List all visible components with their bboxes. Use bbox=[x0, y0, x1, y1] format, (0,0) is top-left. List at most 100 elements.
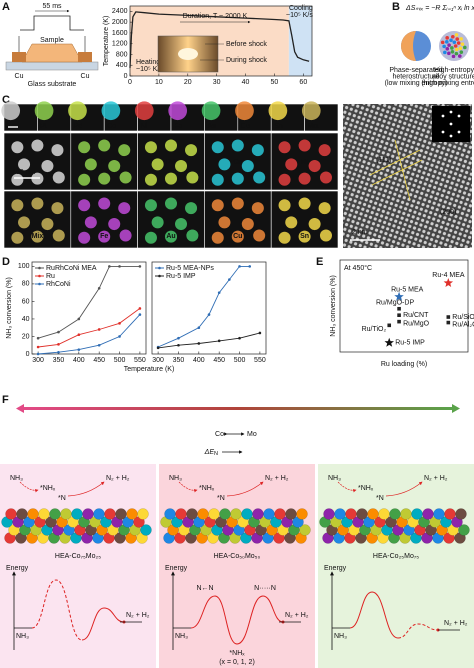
atom bbox=[450, 49, 455, 54]
y-tick-label: 60 bbox=[22, 298, 30, 305]
particle bbox=[84, 158, 97, 171]
energy-path bbox=[236, 595, 284, 645]
plot-frame bbox=[129, 5, 313, 77]
reaction-arrow bbox=[67, 481, 105, 497]
column-bg bbox=[318, 464, 474, 668]
species-label: N₂ + H₂ bbox=[106, 475, 130, 482]
data-point bbox=[258, 331, 262, 335]
atom bbox=[367, 508, 379, 520]
reaction-arrow bbox=[337, 481, 357, 493]
fft-spot bbox=[457, 130, 461, 134]
y-tick-label: 800 bbox=[116, 51, 128, 58]
particle bbox=[51, 144, 64, 157]
panel-label: A bbox=[2, 1, 10, 13]
particle bbox=[151, 216, 164, 229]
data-point bbox=[397, 319, 401, 324]
data-point bbox=[446, 320, 451, 325]
data-point bbox=[217, 291, 221, 294]
atom bbox=[453, 44, 458, 48]
particle bbox=[211, 173, 224, 186]
particle bbox=[11, 199, 24, 212]
atom bbox=[274, 508, 286, 520]
particle bbox=[175, 160, 188, 173]
atom bbox=[296, 508, 308, 520]
x-tick-label: 500 bbox=[234, 357, 246, 364]
element-label: Pd bbox=[74, 123, 83, 130]
atom bbox=[115, 508, 127, 520]
particle bbox=[298, 197, 311, 210]
species-label: *NHₓ bbox=[358, 485, 374, 492]
alloy-label: HEA-Co₇₅Mo₂₅ bbox=[55, 553, 101, 560]
particle bbox=[253, 171, 266, 184]
delta-sub: N bbox=[214, 451, 218, 457]
arrow-head bbox=[16, 404, 24, 413]
particle bbox=[78, 231, 91, 244]
delta: ΔE bbox=[204, 449, 215, 456]
particle bbox=[201, 101, 221, 121]
gradient-arrow bbox=[24, 407, 452, 410]
atom bbox=[443, 50, 447, 55]
y-axis-label: NH₃ conversion (%) bbox=[330, 275, 337, 337]
atom bbox=[455, 508, 467, 520]
particle bbox=[144, 199, 157, 212]
data-point bbox=[177, 343, 180, 347]
x-tick-label: 400 bbox=[193, 357, 205, 364]
particle bbox=[108, 218, 121, 231]
element-label: Sn bbox=[300, 233, 309, 240]
atom bbox=[422, 508, 434, 520]
element-label: Mo bbox=[247, 431, 257, 438]
particle bbox=[51, 202, 64, 215]
data-point bbox=[138, 307, 142, 310]
atom bbox=[230, 508, 242, 520]
legend-marker bbox=[38, 282, 41, 286]
particle bbox=[308, 218, 321, 231]
atom bbox=[186, 508, 198, 520]
plot-frame bbox=[151, 261, 267, 355]
particle bbox=[298, 139, 311, 152]
y-tick-label: 100 bbox=[18, 263, 30, 270]
reaction-arrow bbox=[385, 481, 423, 497]
data-point bbox=[397, 306, 401, 311]
particle bbox=[235, 101, 254, 121]
point-label: Ru/MgO-DP bbox=[376, 300, 414, 307]
x-tick-label: 400 bbox=[73, 357, 85, 364]
particle bbox=[98, 197, 111, 210]
particle bbox=[34, 101, 54, 121]
legend-label: RhCoNi bbox=[46, 281, 71, 288]
atom bbox=[445, 40, 449, 44]
particle bbox=[144, 141, 157, 154]
column-bg bbox=[159, 464, 315, 668]
energy-path bbox=[397, 623, 439, 639]
particle bbox=[308, 160, 321, 173]
atom bbox=[458, 46, 463, 51]
particle bbox=[278, 173, 291, 186]
data-point bbox=[207, 313, 211, 316]
label: 55 ms bbox=[42, 3, 62, 10]
element-label: Ni bbox=[301, 159, 308, 166]
atom bbox=[164, 508, 176, 520]
particle bbox=[98, 139, 111, 152]
particle bbox=[118, 144, 131, 157]
atom bbox=[82, 508, 94, 520]
atom bbox=[455, 37, 460, 41]
column-bg bbox=[0, 464, 156, 668]
x-tick-label: 450 bbox=[93, 357, 105, 364]
fft-spot bbox=[441, 114, 445, 118]
particle bbox=[101, 101, 121, 121]
legend-marker bbox=[158, 274, 161, 278]
atom bbox=[454, 47, 459, 52]
atom bbox=[285, 508, 297, 520]
particle bbox=[164, 197, 178, 210]
reaction-arrow bbox=[19, 481, 39, 493]
level-label: NH₃ bbox=[334, 633, 347, 640]
level-label: N₂ + H₂ bbox=[444, 620, 468, 627]
label: ΔSₘᵢₓ = −R Σᵢ₌₁ⁿ xᵢ ln xᵢ bbox=[405, 5, 474, 12]
atom bbox=[454, 33, 459, 37]
x-tick-label: 500 bbox=[114, 357, 126, 364]
label: (high mixing entropy) bbox=[421, 80, 474, 87]
label: Phase-separated bbox=[389, 67, 442, 74]
particle bbox=[41, 218, 54, 231]
label: High-entropy bbox=[434, 67, 474, 74]
particle bbox=[78, 173, 91, 186]
